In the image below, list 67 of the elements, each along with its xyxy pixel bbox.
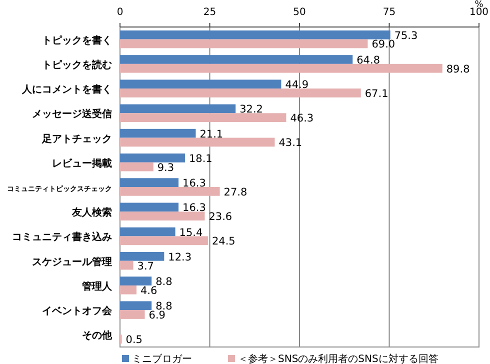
data-label: 24.5: [212, 236, 236, 248]
y-tick-label: 友人検索: [71, 206, 112, 219]
y-tick-label: トピックを読む: [42, 58, 112, 71]
x-tick-label: 25: [203, 7, 216, 18]
data-label: 15.4: [179, 226, 203, 239]
x-tick-label: 75: [382, 7, 396, 18]
bar: [120, 260, 134, 270]
data-label: 23.6: [208, 211, 232, 224]
data-label: 3.7: [137, 260, 154, 272]
bar: [120, 252, 164, 261]
y-tick-label: コミュニティ書き込み: [12, 231, 112, 244]
y-tick-label: 足アトチェック: [41, 132, 112, 145]
y-tick-label: 管理人: [81, 280, 113, 292]
bar: [120, 113, 286, 122]
data-label: 89.8: [446, 63, 470, 76]
bar: [120, 104, 236, 114]
legend-label: ＜参考＞SNSのみ利用者のSNSに対する回答: [238, 353, 438, 364]
bar: [120, 187, 220, 196]
data-label: 75.3: [394, 30, 418, 42]
data-label: 0.5: [126, 334, 142, 346]
y-tick-label: 人にコメントを書く: [21, 84, 112, 96]
legend-label: ミニブロガー: [132, 353, 192, 364]
bar: [120, 88, 361, 98]
y-tick-label: トピックを書く: [42, 34, 112, 46]
data-label: 44.9: [285, 79, 309, 92]
bar: [120, 128, 196, 138]
bar: [120, 227, 176, 236]
bar: [120, 80, 282, 89]
bar: [120, 138, 275, 147]
x-tick-label: 0: [116, 7, 124, 18]
y-tick-label: メッセージ送受信: [32, 108, 112, 120]
y-tick-label: その他: [82, 330, 113, 342]
y-tick-label: イベントオフ会: [42, 305, 113, 318]
x-tick-label: 50: [293, 7, 306, 18]
bar: [120, 202, 179, 212]
bar: [120, 39, 368, 48]
data-label: 46.3: [290, 112, 314, 125]
data-label: 32.2: [240, 104, 263, 116]
bar: [120, 236, 208, 246]
bar: [120, 285, 137, 294]
bar: [120, 178, 179, 187]
bar: [120, 162, 154, 172]
data-label: 16.3: [182, 178, 206, 190]
y-tick-label: スケジュール管理: [32, 256, 112, 268]
data-label: 43.1: [278, 137, 302, 150]
bar: [120, 64, 442, 73]
bar: [120, 55, 353, 64]
data-label: 12.3: [168, 251, 192, 264]
data-label: 16.3: [182, 202, 206, 214]
data-label: 67.1: [364, 88, 388, 100]
bar: [120, 154, 185, 162]
data-label: 4.6: [140, 284, 158, 297]
data-label: 64.8: [356, 54, 380, 66]
bar: [120, 30, 390, 40]
x-tick-label: 100: [469, 7, 489, 18]
data-label: 21.1: [200, 128, 224, 140]
bar: [120, 276, 152, 286]
data-label: 18.1: [188, 152, 212, 165]
data-label: 69.0: [372, 38, 396, 51]
data-label: 9.3: [157, 162, 174, 174]
y-tick-label: レビュー掲載: [52, 157, 112, 170]
data-label: 27.8: [224, 186, 248, 198]
bar: [120, 301, 152, 310]
bar: [120, 212, 205, 220]
data-label: 8.8: [156, 276, 172, 288]
bar: [120, 310, 145, 319]
data-label: 6.9: [148, 310, 166, 322]
